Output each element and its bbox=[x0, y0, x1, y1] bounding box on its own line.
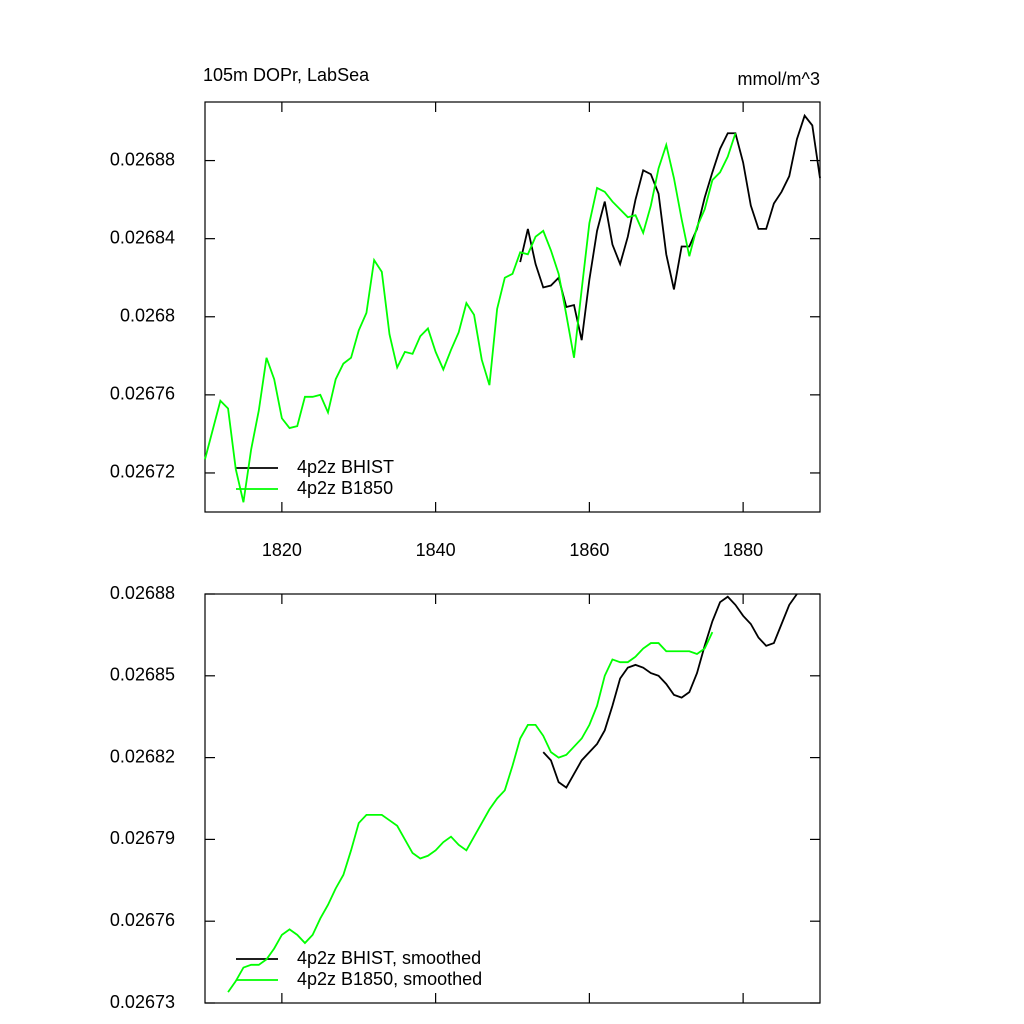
plot-frame bbox=[204, 593, 821, 1004]
y-tick-label: 0.02676 bbox=[110, 384, 175, 404]
legend-label: 4p2z BHIST bbox=[297, 457, 394, 477]
units-label: mmol/m^3 bbox=[738, 69, 820, 89]
y-tick-label: 0.02688 bbox=[110, 149, 175, 169]
x-tick-label: 1820 bbox=[262, 540, 302, 560]
x-tick-label: 1860 bbox=[569, 540, 609, 560]
data-line bbox=[519, 113, 821, 341]
legend-label: 4p2z B1850, smoothed bbox=[297, 969, 482, 989]
data-line bbox=[204, 132, 737, 503]
y-tick-label: 0.0268 bbox=[120, 306, 175, 326]
data-line bbox=[227, 631, 714, 993]
y-tick-label: 0.02676 bbox=[110, 910, 175, 930]
legend-label: 4p2z B1850 bbox=[297, 478, 393, 498]
y-tick-label: 0.02672 bbox=[110, 462, 175, 482]
data-line bbox=[542, 593, 798, 789]
y-tick-label: 0.02682 bbox=[110, 746, 175, 766]
chart-title: 105m DOPr, LabSea bbox=[203, 65, 370, 85]
y-tick-label: 0.02688 bbox=[110, 583, 175, 603]
x-tick-label: 1840 bbox=[416, 540, 456, 560]
y-tick-label: 0.02684 bbox=[110, 227, 175, 247]
x-tick-label: 1880 bbox=[723, 540, 763, 560]
y-tick-label: 0.02673 bbox=[110, 992, 175, 1012]
y-tick-label: 0.02685 bbox=[110, 665, 175, 685]
legend-label: 4p2z BHIST, smoothed bbox=[297, 948, 481, 968]
plot-frame bbox=[204, 101, 821, 513]
y-tick-label: 0.02679 bbox=[110, 828, 175, 848]
